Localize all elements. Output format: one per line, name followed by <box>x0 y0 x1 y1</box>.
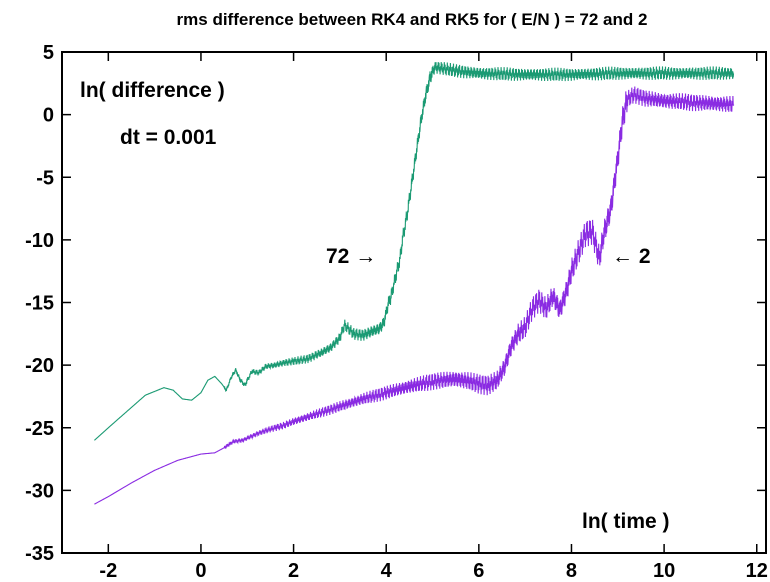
x-tick-label: 10 <box>653 560 675 582</box>
y-tick-label: -35 <box>25 543 54 565</box>
x-tick-label: 2 <box>288 560 299 582</box>
y-tick-label: -5 <box>36 167 54 189</box>
x-tick-label: 6 <box>473 560 484 582</box>
dt-annotation: dt = 0.001 <box>120 126 217 149</box>
chart-title: rms difference between RK4 and RK5 for (… <box>177 10 648 29</box>
y-tick-label: 5 <box>43 42 54 64</box>
x-tick-label: -2 <box>99 560 117 582</box>
y-tick-label: 0 <box>43 105 54 127</box>
x-tick-label: 0 <box>195 560 206 582</box>
series-line-2 <box>94 86 735 505</box>
y-axis-label: ln( difference ) <box>80 79 225 102</box>
y-axis: 5 0 -5 -10 -15 -20 -25 -30 -35 <box>25 42 766 565</box>
y-tick-label: -15 <box>25 293 54 315</box>
series-group <box>94 62 735 505</box>
x-tick-label: 12 <box>746 560 768 582</box>
x-tick-label: 8 <box>566 560 577 582</box>
x-axis-label: ln( time ) <box>582 510 670 533</box>
y-tick-label: -30 <box>25 480 54 502</box>
x-axis: -2 0 2 4 6 8 10 12 <box>99 52 768 582</box>
y-tick-label: -20 <box>25 355 54 377</box>
label-72: 72 → <box>326 245 376 268</box>
y-tick-label: -25 <box>25 418 54 440</box>
label-2: ← 2 <box>612 245 651 268</box>
y-tick-label: -10 <box>25 230 54 252</box>
x-tick-label: 4 <box>381 560 393 582</box>
series-line-72 <box>94 62 735 441</box>
